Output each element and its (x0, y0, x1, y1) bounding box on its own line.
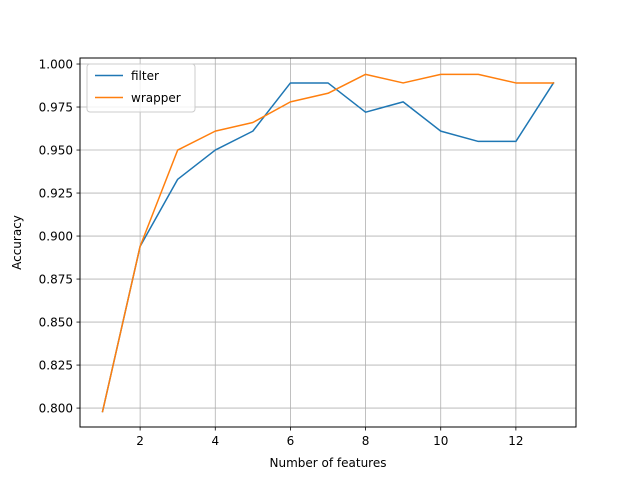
y-tick-label: 0.825 (39, 359, 73, 373)
x-tick-label: 4 (211, 434, 219, 448)
y-tick-label: 0.975 (39, 101, 73, 115)
x-axis: 2 4 6 8 10 12 (136, 427, 524, 448)
legend: filter wrapper (86, 63, 196, 113)
y-axis: 0.800 0.825 0.850 0.875 0.900 0.925 0.950 0.975… (39, 58, 80, 416)
y-tick-label: 0.950 (39, 144, 73, 158)
y-tick-label: 0.900 (39, 230, 73, 244)
x-tick-label: 10 (433, 434, 448, 448)
plot-frame (79, 57, 577, 428)
y-tick-label: 0.875 (39, 273, 73, 287)
legend-label-filter: filter (131, 69, 159, 83)
y-tick-label: 0.850 (39, 316, 73, 330)
x-tick-label: 8 (362, 434, 370, 448)
grid (80, 58, 576, 427)
y-axis-title: Accuracy (10, 215, 24, 270)
series-lines (101, 73, 555, 413)
x-tick-label: 12 (508, 434, 523, 448)
x-tick-label: 6 (287, 434, 295, 448)
y-tick-label: 0.925 (39, 187, 73, 201)
series-line-wrapper (101, 73, 555, 413)
series-line-filter (101, 81, 555, 413)
x-axis-title: Number of features (270, 456, 387, 470)
y-tick-label: 0.800 (39, 402, 73, 416)
x-tick-label: 2 (136, 434, 144, 448)
y-tick-label: 1.000 (39, 58, 73, 72)
legend-label-wrapper: wrapper (131, 91, 181, 105)
